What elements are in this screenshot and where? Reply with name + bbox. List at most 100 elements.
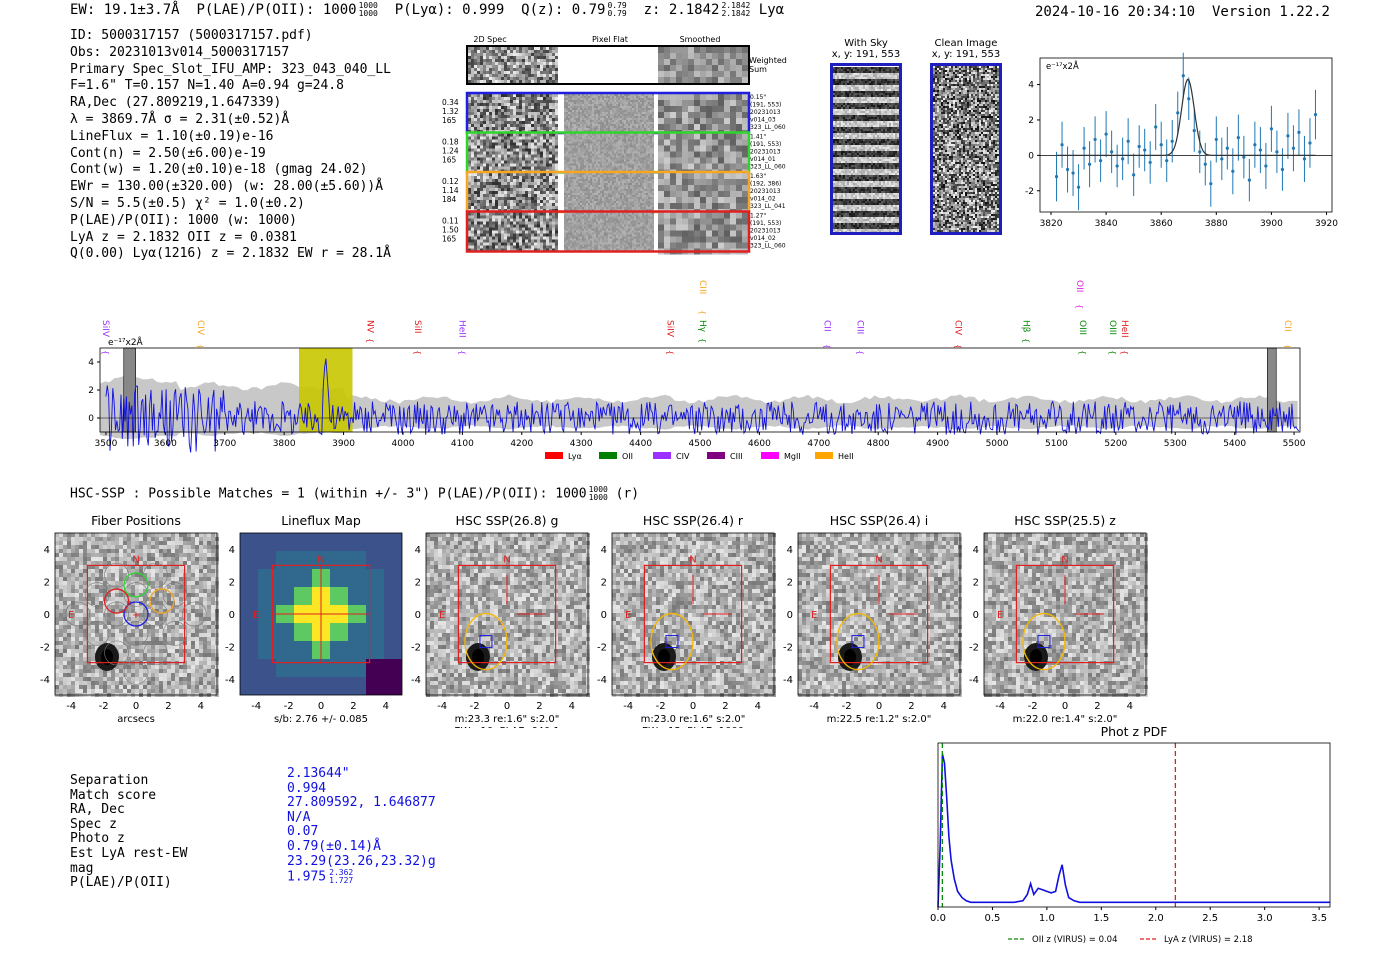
noise-pixel (616, 153, 618, 156)
noise-pixel (588, 173, 590, 175)
noise-pixel (612, 187, 614, 189)
noise-pixel (522, 109, 525, 112)
noise-pixel (634, 149, 636, 152)
noise-pixel (549, 77, 552, 80)
noise-pixel (596, 157, 598, 160)
noise-pixel (650, 157, 652, 160)
noise-pixel (555, 227, 558, 231)
header-summary: EW: 19.1±3.7Å P(LAE)/P(OII): 1000 1000 100… (70, 2, 784, 19)
noise-pixel (525, 233, 528, 237)
noise-pixel (682, 173, 688, 179)
noise-pixel (546, 106, 549, 109)
noise-pixel (616, 126, 618, 128)
noise-pixel (498, 77, 501, 80)
noise-pixel (602, 112, 604, 114)
noise-pixel (582, 181, 584, 183)
noise-pixel (588, 110, 590, 112)
noise-pixel (664, 163, 670, 170)
noise-pixel (620, 189, 622, 191)
noise-pixel (598, 189, 600, 191)
noise-pixel (592, 179, 594, 181)
noise-pixel (572, 187, 574, 189)
noise-pixel (576, 195, 578, 197)
noise-pixel (646, 169, 648, 172)
noise-pixel (618, 100, 620, 102)
noise-pixel (620, 112, 622, 114)
noise-pixel (531, 194, 534, 197)
noise-pixel (510, 185, 513, 188)
noise-pixel (555, 115, 558, 118)
noise-pixel (650, 197, 652, 199)
noise-pixel (648, 133, 650, 136)
noise-pixel (634, 143, 636, 146)
noise-pixel (552, 109, 555, 112)
noise-pixel (568, 141, 570, 144)
noise-pixel (498, 197, 501, 200)
noise-pixel (543, 109, 546, 112)
noise-pixel (584, 124, 586, 126)
noise-pixel (570, 189, 572, 191)
noise-pixel (534, 163, 537, 167)
noise-pixel (642, 96, 644, 98)
noise-pixel (646, 159, 648, 162)
noise-pixel (486, 212, 489, 216)
noise-pixel (640, 155, 642, 158)
noise-pixel (486, 115, 489, 118)
noise-pixel (608, 153, 610, 156)
noise-pixel (474, 115, 477, 118)
noise-pixel (483, 242, 486, 246)
noise-pixel (507, 200, 510, 203)
noise-pixel (513, 112, 516, 115)
noise-pixel (624, 118, 626, 120)
noise-pixel (724, 59, 730, 65)
noise-pixel (624, 195, 626, 197)
noise-pixel (598, 104, 600, 106)
noise-pixel (596, 201, 598, 203)
noise-pixel (604, 177, 606, 179)
noise-pixel (606, 120, 608, 122)
noise-pixel (590, 135, 592, 138)
noise-pixel (646, 145, 648, 148)
noise-pixel (594, 161, 596, 164)
noise-pixel (642, 104, 644, 106)
noise-pixel (525, 194, 528, 197)
noise-pixel (507, 218, 510, 222)
noise-pixel (566, 165, 568, 168)
noise-pixel (501, 203, 504, 206)
noise-pixel (568, 179, 570, 181)
noise-pixel (646, 94, 648, 96)
noise-pixel (578, 104, 580, 106)
noise-pixel (568, 108, 570, 110)
noise-pixel (644, 199, 646, 201)
noise-pixel (592, 135, 594, 138)
noise-pixel (513, 163, 516, 167)
noise-pixel (592, 96, 594, 98)
noise-pixel (594, 157, 596, 160)
noise-pixel (688, 139, 694, 146)
noise-pixel (730, 71, 736, 77)
noise-pixel (516, 139, 519, 143)
noise-pixel (552, 224, 555, 228)
noise-pixel (630, 147, 632, 150)
noise-pixel (598, 98, 600, 100)
noise-pixel (486, 151, 489, 155)
noise-pixel (477, 136, 480, 140)
noise-pixel (531, 59, 534, 62)
noise-pixel (566, 106, 568, 108)
noise-pixel (622, 203, 624, 205)
noise-pixel (576, 118, 578, 120)
noise-pixel (616, 102, 618, 104)
noise-pixel (513, 194, 516, 197)
noise-pixel (564, 161, 566, 164)
noise-pixel (471, 200, 474, 203)
noise-pixel (688, 71, 694, 77)
noise-pixel (628, 130, 630, 132)
noise-pixel (694, 163, 700, 170)
noise-pixel (582, 212, 584, 215)
noise-pixel (519, 160, 522, 164)
noise-pixel (574, 122, 576, 124)
noise-pixel (634, 96, 636, 98)
noise-pixel (706, 185, 712, 191)
noise-pixel (504, 139, 507, 143)
noise-pixel (626, 179, 628, 181)
